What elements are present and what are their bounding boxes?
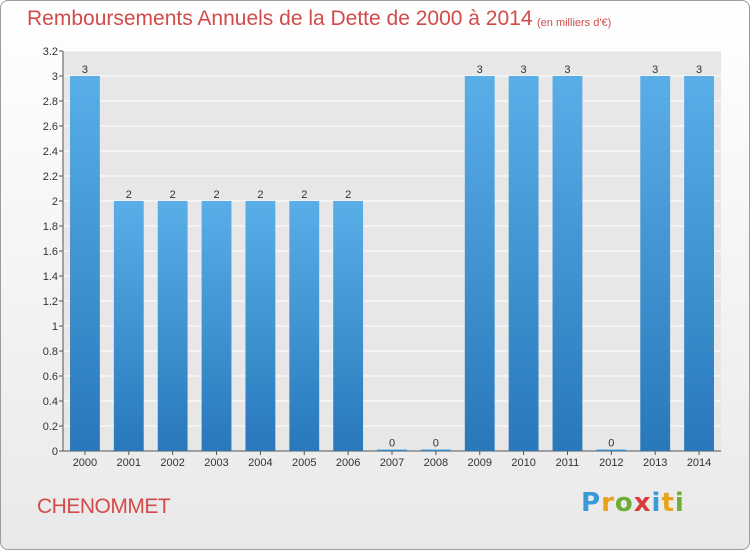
- data-label: 3: [82, 64, 88, 76]
- x-tick-label: 2005: [292, 457, 316, 469]
- x-tick-label: 2014: [687, 457, 711, 469]
- x-tick-label: 2004: [248, 457, 272, 469]
- x-tick-label: 2013: [643, 457, 667, 469]
- x-tick-label: 2002: [160, 457, 184, 469]
- bar: [377, 449, 407, 451]
- y-tick-label: 2.6: [43, 121, 58, 133]
- bar: [420, 449, 451, 451]
- bar: [596, 449, 627, 451]
- bar: [70, 76, 100, 451]
- y-tick-label: 0.8: [43, 346, 58, 358]
- bar: [113, 201, 144, 451]
- bar: [333, 201, 364, 451]
- bar: [508, 76, 539, 451]
- y-tick-label: 2.8: [43, 96, 58, 108]
- logo-letter: P: [581, 488, 602, 518]
- y-tick-label: 0: [52, 446, 58, 458]
- data-label: 3: [521, 64, 527, 76]
- y-tick-label: 0.4: [43, 396, 58, 408]
- bar: [684, 76, 714, 451]
- x-tick-label: 2009: [467, 457, 491, 469]
- logo-letter: r: [601, 488, 615, 518]
- x-tick-label: 2008: [424, 457, 448, 469]
- x-tick-label: 2001: [117, 457, 141, 469]
- data-label: 3: [696, 64, 702, 76]
- y-tick-label: 1.8: [43, 221, 58, 233]
- chart-title: Remboursements Annuels de la Dette de 20…: [27, 7, 533, 30]
- chart-subtitle: (en milliers d'€): [537, 17, 612, 29]
- y-tick-label: 1.2: [43, 296, 58, 308]
- bar: [464, 76, 495, 451]
- bar: [201, 201, 232, 451]
- x-tick-label: 2007: [380, 457, 404, 469]
- bar: [245, 201, 276, 451]
- bar: [289, 201, 320, 451]
- y-tick-label: 2: [52, 196, 58, 208]
- x-tick-label: 2003: [204, 457, 228, 469]
- y-tick-label: 3.2: [43, 46, 58, 58]
- bar: [552, 76, 583, 451]
- data-label: 3: [652, 64, 658, 76]
- logo-letter: i: [651, 488, 662, 518]
- y-tick-label: 2.2: [43, 171, 58, 183]
- logo-letter: i: [674, 488, 685, 518]
- x-tick-label: 2006: [336, 457, 360, 469]
- proxiti-logo: Proxiti: [581, 488, 685, 518]
- commune-name: CHENOMMET: [37, 495, 171, 518]
- bar: [640, 76, 671, 451]
- bar: [157, 201, 188, 451]
- data-label: 3: [477, 64, 483, 76]
- data-label: 2: [257, 189, 263, 201]
- data-label: 2: [213, 189, 219, 201]
- data-label: 2: [170, 189, 176, 201]
- y-tick-label: 1: [52, 321, 58, 333]
- data-label: 0: [389, 438, 395, 450]
- logo-letter: t: [661, 488, 675, 518]
- logo-letter: x: [633, 488, 652, 518]
- data-label: 2: [345, 189, 351, 201]
- x-tick-label: 2010: [511, 457, 535, 469]
- y-tick-label: 0.6: [43, 371, 58, 383]
- x-tick-label: 2000: [73, 457, 97, 469]
- x-tick-label: 2011: [556, 457, 580, 469]
- y-tick-label: 1.6: [43, 246, 58, 258]
- data-label: 0: [608, 438, 614, 450]
- y-tick-label: 1.4: [43, 271, 58, 283]
- y-tick-label: 2.4: [43, 146, 58, 158]
- data-label: 2: [301, 189, 307, 201]
- data-label: 0: [433, 438, 439, 450]
- y-tick-label: 3: [52, 71, 58, 83]
- y-tick-label: 0.2: [43, 421, 58, 433]
- data-label: 2: [126, 189, 132, 201]
- x-tick-label: 2012: [599, 457, 623, 469]
- logo-letter: o: [614, 488, 634, 518]
- data-label: 3: [564, 64, 570, 76]
